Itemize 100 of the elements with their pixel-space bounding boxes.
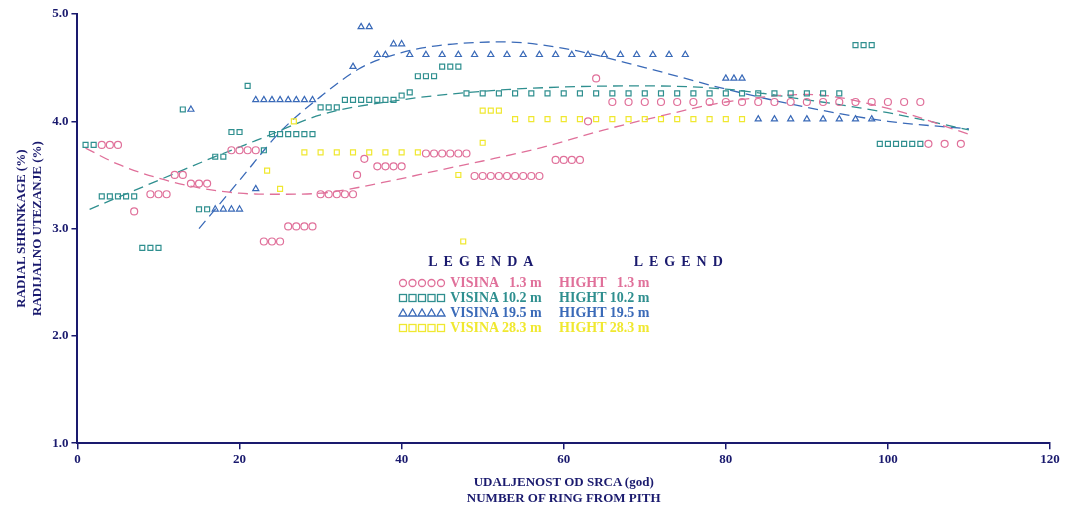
point bbox=[649, 50, 657, 58]
point bbox=[470, 50, 479, 58]
point bbox=[398, 149, 405, 156]
x-tick-label: 0 bbox=[74, 451, 81, 467]
point bbox=[284, 95, 292, 103]
point bbox=[301, 149, 308, 156]
point bbox=[357, 22, 365, 30]
point bbox=[290, 118, 297, 125]
point bbox=[528, 116, 535, 123]
point bbox=[544, 116, 551, 123]
point bbox=[414, 149, 421, 156]
point bbox=[584, 50, 592, 58]
point bbox=[754, 115, 762, 122]
point bbox=[495, 107, 502, 114]
point bbox=[576, 116, 584, 123]
point bbox=[738, 74, 746, 81]
point bbox=[366, 149, 373, 156]
point bbox=[308, 95, 317, 103]
y-tick-label: 4.0 bbox=[52, 112, 69, 128]
point bbox=[665, 50, 673, 58]
point bbox=[616, 50, 625, 58]
point bbox=[264, 167, 271, 174]
point bbox=[422, 50, 430, 58]
point bbox=[211, 205, 219, 212]
point bbox=[641, 116, 648, 123]
point bbox=[389, 39, 398, 47]
y-tick-label: 5.0 bbox=[52, 5, 69, 21]
point bbox=[738, 116, 746, 123]
point bbox=[535, 50, 544, 58]
point bbox=[519, 50, 527, 58]
x-tick-label: 80 bbox=[719, 451, 733, 467]
legend-label: VISINA 1.3 m HIGHT 1.3 m bbox=[450, 275, 650, 291]
point bbox=[479, 139, 486, 146]
point bbox=[512, 116, 519, 123]
point bbox=[674, 116, 681, 123]
point bbox=[568, 50, 576, 58]
point bbox=[454, 50, 462, 58]
line-series bbox=[88, 85, 970, 210]
point bbox=[609, 116, 616, 123]
point bbox=[722, 74, 730, 81]
point bbox=[835, 115, 843, 122]
point bbox=[365, 22, 373, 30]
point bbox=[851, 115, 860, 122]
x-tick-label: 20 bbox=[233, 451, 247, 467]
point bbox=[252, 95, 260, 103]
point bbox=[868, 115, 876, 122]
legend-title: LEGENDA LEGEND bbox=[428, 254, 729, 270]
x-tick-label: 100 bbox=[878, 451, 898, 467]
point bbox=[479, 107, 486, 114]
point bbox=[770, 115, 779, 122]
point bbox=[382, 149, 389, 156]
point bbox=[260, 95, 268, 103]
point bbox=[349, 149, 357, 156]
point bbox=[722, 116, 729, 123]
point bbox=[819, 115, 827, 122]
point bbox=[681, 50, 689, 58]
point bbox=[593, 116, 600, 123]
point bbox=[252, 184, 260, 192]
point bbox=[373, 50, 381, 58]
point bbox=[398, 39, 406, 47]
x-tick-label: 40 bbox=[395, 451, 409, 467]
point bbox=[333, 149, 340, 156]
point bbox=[381, 50, 390, 58]
line-series bbox=[198, 41, 970, 230]
point bbox=[276, 95, 284, 103]
y-tick-label: 2.0 bbox=[52, 327, 69, 343]
point bbox=[460, 238, 467, 245]
x-axis-title: UDALJENOST OD SRCA (god) NUMBER OF RING FROM PITH bbox=[466, 473, 661, 505]
y-tick-label: 3.0 bbox=[52, 219, 69, 235]
point bbox=[551, 50, 560, 58]
point bbox=[560, 116, 567, 123]
legend-label: VISINA 19.5 m HIGHT 19.5 m bbox=[450, 305, 650, 321]
point bbox=[487, 107, 494, 114]
point bbox=[730, 74, 738, 81]
point bbox=[219, 205, 227, 212]
point bbox=[503, 50, 511, 58]
point bbox=[633, 50, 641, 58]
point bbox=[487, 50, 495, 58]
point bbox=[187, 105, 195, 112]
legend-label: VISINA 10.2 m HIGHT 10.2 m bbox=[450, 290, 650, 306]
point bbox=[706, 116, 713, 123]
point bbox=[625, 116, 632, 123]
x-tick-label: 60 bbox=[557, 451, 571, 467]
point bbox=[787, 115, 795, 122]
point bbox=[227, 205, 236, 212]
point bbox=[292, 95, 300, 103]
point bbox=[268, 95, 276, 103]
point bbox=[600, 50, 608, 58]
legend-label: VISINA 28.3 m HIGHT 28.3 m bbox=[450, 320, 650, 336]
point bbox=[438, 50, 446, 58]
y-tick-label: 1.0 bbox=[52, 434, 69, 450]
x-tick-label: 120 bbox=[1040, 451, 1060, 467]
point bbox=[317, 149, 324, 156]
point bbox=[235, 205, 244, 212]
y-axis-title: RADIAL SHRINKAGE (%) RADIJALNO UTEZANJE (%) bbox=[13, 141, 44, 316]
point bbox=[300, 95, 309, 103]
point bbox=[406, 50, 414, 58]
point bbox=[455, 171, 462, 179]
point bbox=[803, 115, 811, 122]
point bbox=[690, 116, 697, 123]
